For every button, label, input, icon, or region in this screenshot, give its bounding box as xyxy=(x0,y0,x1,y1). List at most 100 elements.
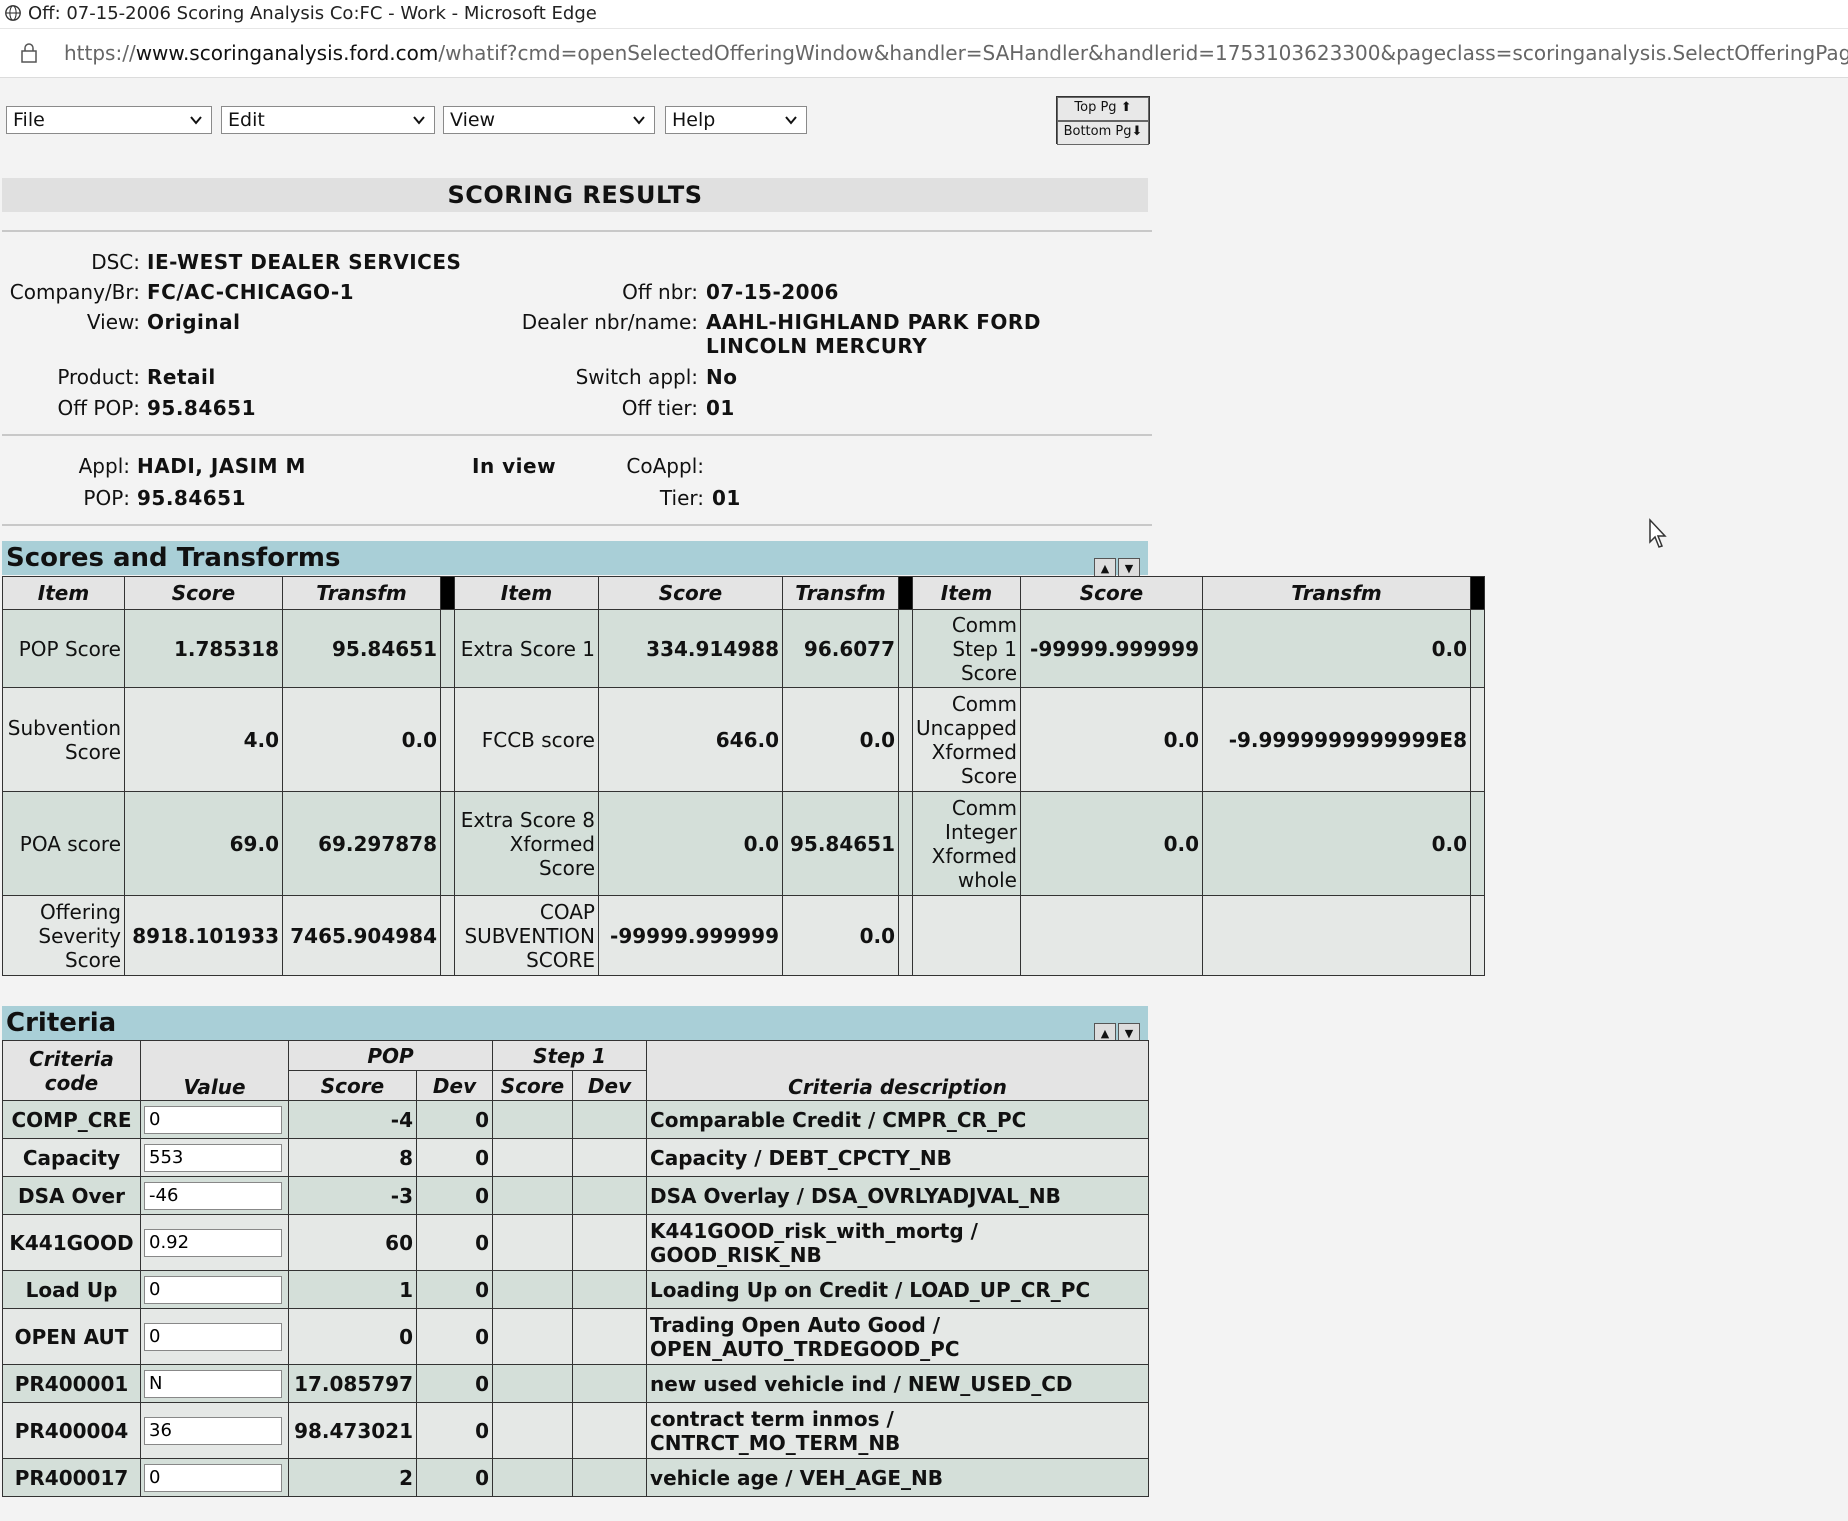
criteria-table: Criteria code Value POP Step 1 Criteria … xyxy=(2,1040,1150,1497)
criteria-value-input[interactable] xyxy=(144,1105,282,1134)
criteria-description: K441GOOD_risk_with_mortg / GOOD_RISK_NB xyxy=(646,1214,1150,1271)
score-item: Extra Score 1 xyxy=(454,609,599,688)
criteria-value-input[interactable] xyxy=(144,1322,282,1351)
transfm-value: 0.0 xyxy=(1202,609,1471,688)
url-text[interactable]: https://www.scoringanalysis.ford.com/wha… xyxy=(64,29,1848,77)
chevron-down-icon xyxy=(190,116,202,125)
score-value: 4.0 xyxy=(124,687,283,792)
criteria-value-input[interactable] xyxy=(144,1181,282,1210)
criteria-code: PR400017 xyxy=(2,1458,141,1497)
col-header-transfm: Transfm xyxy=(282,576,441,610)
criteria-value-input[interactable] xyxy=(144,1416,282,1445)
switch-label: Switch appl: xyxy=(575,365,698,389)
view-label: View: xyxy=(86,310,140,334)
step1-score xyxy=(492,1402,574,1459)
criteria-description: vehicle age / VEH_AGE_NB xyxy=(646,1458,1150,1497)
score-value xyxy=(1020,895,1203,976)
column-separator xyxy=(440,895,455,976)
transfm-value: 0.0 xyxy=(1202,791,1471,896)
criteria-description: contract term inmos / CNTRCT_MO_TERM_NB xyxy=(646,1402,1150,1459)
address-bar[interactable]: https://www.scoringanalysis.ford.com/wha… xyxy=(0,29,1848,78)
pop-dev: 0 xyxy=(415,1138,494,1177)
step1-dev xyxy=(572,1308,648,1365)
table-row: K441GOOD 60 0 K441GOOD_risk_with_mortg /… xyxy=(2,1214,1150,1271)
transfm-value: 0.0 xyxy=(282,687,441,792)
bottom-page-button[interactable]: Bottom Pg⬇ xyxy=(1057,121,1149,145)
score-item: POA score xyxy=(2,791,125,896)
table-row: PR400001 17.085797 0 new used vehicle in… xyxy=(2,1364,1150,1403)
edit-menu[interactable]: Edit xyxy=(221,106,435,134)
column-separator xyxy=(898,895,913,976)
criteria-value-cell xyxy=(140,1458,289,1497)
col-header-item: Item xyxy=(2,576,125,610)
help-menu[interactable]: Help xyxy=(665,106,807,134)
column-separator xyxy=(1470,576,1485,610)
score-item: Comm Integer Xformed whole xyxy=(912,791,1021,896)
offtier-value: 01 xyxy=(706,396,735,420)
col-header-criteria-code: Criteria code xyxy=(2,1040,141,1101)
criteria-section-title: Criteria xyxy=(6,1008,117,1038)
col-header-transfm: Transfm xyxy=(1202,576,1471,610)
criteria-value-input[interactable] xyxy=(144,1369,282,1398)
step1-score xyxy=(492,1176,574,1215)
transfm-value: 7465.904984 xyxy=(282,895,441,976)
top-page-button[interactable]: Top Pg ⬆ xyxy=(1057,97,1149,121)
table-row: Capacity 8 0 Capacity / DEBT_CPCTY_NB xyxy=(2,1138,1150,1177)
col-header-pop-score: Score xyxy=(288,1070,417,1101)
table-row: PR400004 98.473021 0 contract term inmos… xyxy=(2,1402,1150,1459)
col-header-transfm: Transfm xyxy=(782,576,899,610)
divider xyxy=(2,230,1152,232)
pop-score: 98.473021 xyxy=(288,1402,417,1459)
criteria-code: PR400001 xyxy=(2,1364,141,1403)
transfm-value: 95.84651 xyxy=(282,609,441,688)
score-value: 646.0 xyxy=(598,687,783,792)
score-item: COAP SUBVENTION SCORE xyxy=(454,895,599,976)
score-item: Extra Score 8 Xformed Score xyxy=(454,791,599,896)
file-menu[interactable]: File xyxy=(6,106,212,134)
col-header-criteria-description: Criteria description xyxy=(646,1040,1150,1101)
edit-menu-label: Edit xyxy=(228,109,265,131)
criteria-value-input[interactable] xyxy=(144,1275,282,1304)
step1-score xyxy=(492,1270,574,1309)
score-value: 0.0 xyxy=(1020,687,1203,792)
scores-section-header: Scores and Transforms ▲ ▼ xyxy=(2,541,1148,580)
criteria-value-input[interactable] xyxy=(144,1228,282,1257)
column-separator xyxy=(1470,895,1485,976)
col-header-score: Score xyxy=(1020,576,1203,610)
pop-value: 95.84651 xyxy=(137,486,247,510)
url-path: /whatif?cmd=openSelectedOfferingWindow&h… xyxy=(438,41,1848,65)
criteria-value-input[interactable] xyxy=(144,1143,282,1172)
help-menu-label: Help xyxy=(672,109,716,131)
dealer-label: Dealer nbr/name: xyxy=(521,310,698,334)
criteria-code: Load Up xyxy=(2,1270,141,1309)
step1-score xyxy=(492,1100,574,1139)
dealer-value-line1: AAHL-HIGHLAND PARK FORD xyxy=(706,310,1041,334)
score-item: Subvention Score xyxy=(2,687,125,792)
pop-score: 60 xyxy=(288,1214,417,1271)
scores-table: Item Score Transfm Item Score Transfm It… xyxy=(2,576,1485,976)
window-titlebar: Off: 07-15-2006 Scoring Analysis Co:FC -… xyxy=(0,0,1848,29)
criteria-value-cell xyxy=(140,1270,289,1309)
column-separator xyxy=(898,609,913,688)
pop-dev: 0 xyxy=(415,1308,494,1365)
step1-dev xyxy=(572,1176,648,1215)
criteria-value-cell xyxy=(140,1100,289,1139)
expand-down-icon[interactable]: ▼ xyxy=(1118,558,1140,580)
page-nav-buttons: Top Pg ⬆ Bottom Pg⬇ xyxy=(1056,96,1150,145)
column-separator xyxy=(440,576,455,610)
chevron-down-icon xyxy=(785,116,797,125)
transfm-value: 69.297878 xyxy=(282,791,441,896)
view-menu[interactable]: View xyxy=(443,106,655,134)
criteria-value-input[interactable] xyxy=(144,1463,282,1492)
criteria-code: Capacity xyxy=(2,1138,141,1177)
pop-score: 1 xyxy=(288,1270,417,1309)
step1-dev xyxy=(572,1214,648,1271)
score-value: 0.0 xyxy=(598,791,783,896)
coappl-label: CoAppl: xyxy=(626,454,704,478)
pop-label: POP: xyxy=(83,486,130,510)
offnbr-label: Off nbr: xyxy=(622,280,698,304)
criteria-value-cell xyxy=(140,1138,289,1177)
chevron-down-icon xyxy=(413,116,425,125)
arrow-up-icon: ⬆ xyxy=(1120,100,1132,115)
col-header-score: Score xyxy=(598,576,783,610)
